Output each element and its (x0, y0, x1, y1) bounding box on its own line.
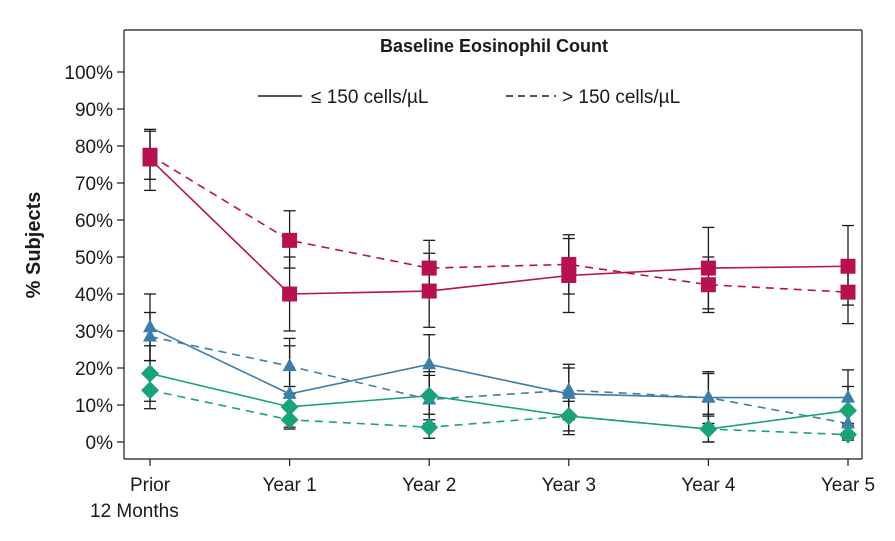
legend-label-le-150: ≤ 150 cells/µL (311, 87, 429, 108)
data-point-square (421, 283, 437, 299)
series-line (149, 389, 849, 436)
x-tick-label: Year 5 (821, 475, 875, 496)
data-point-diamond (559, 407, 578, 426)
series-line (149, 372, 849, 430)
x-tick-label: 12 Months (90, 501, 179, 522)
data-point-diamond (420, 418, 439, 437)
y-tick-label: 70% (75, 174, 113, 195)
data-point-diamond (839, 401, 857, 420)
x-tick-label: Year 1 (262, 475, 316, 496)
x-axis-ticks: Prior 12 Months Year 1 Year 2 Year 3 Year 4 Ye… (90, 459, 875, 522)
y-tick-label: 30% (75, 322, 113, 343)
y-tick-label: 0% (86, 433, 114, 454)
data-point-square (840, 258, 856, 274)
data-point-diamond (839, 425, 857, 444)
data-point-triangle (841, 415, 855, 429)
y-axis-ticks: 0% 10% 20% 30% 40% 50% 60% 70% 80% 90% 100% (64, 63, 124, 454)
y-tick-label: 40% (75, 285, 113, 306)
data-point-square (700, 277, 716, 293)
y-tick-label: 10% (75, 396, 113, 417)
legend-label-gt-150: > 150 cells/µL (562, 87, 680, 108)
y-tick-label: 80% (75, 137, 113, 158)
x-tick-label: Prior (130, 475, 171, 496)
series-line (149, 335, 849, 425)
data-point-diamond (141, 381, 159, 400)
data-point-triangle (143, 328, 157, 342)
series-line (149, 154, 849, 293)
data-point-diamond (420, 386, 439, 405)
data-point-diamond (280, 397, 299, 416)
chart-title: Baseline Eosinophil Count (380, 36, 608, 56)
y-tick-label: 20% (75, 359, 113, 380)
x-tick-label: Year 3 (542, 475, 596, 496)
series-markers (141, 147, 857, 444)
x-tick-label: Year 4 (681, 475, 736, 496)
data-point-triangle (422, 356, 437, 370)
axes (123, 29, 863, 460)
data-point-diamond (280, 410, 299, 429)
y-axis-label: % Subjects (23, 192, 45, 299)
data-point-triangle (143, 319, 157, 333)
data-point-triangle (701, 389, 716, 403)
x-tick-label: Year 2 (402, 475, 456, 496)
data-point-triangle (282, 358, 297, 372)
legend: Baseline Eosinophil Count ≤ 150 cells/µL… (258, 36, 680, 108)
data-point-triangle (561, 382, 576, 396)
data-point-triangle (282, 385, 297, 399)
data-point-square (561, 256, 577, 272)
y-tick-label: 50% (75, 248, 113, 269)
data-point-square (840, 284, 856, 300)
series-line (149, 158, 849, 295)
data-point-square (282, 232, 298, 248)
data-point-square (700, 260, 716, 276)
data-point-square (421, 260, 437, 276)
data-point-triangle (841, 389, 855, 403)
data-point-diamond (699, 420, 718, 439)
y-tick-label: 100% (64, 63, 113, 84)
series-line (149, 326, 848, 399)
y-tick-label: 90% (75, 100, 113, 121)
data-point-square (282, 286, 298, 302)
data-point-square (142, 147, 158, 163)
series-lines (149, 154, 849, 436)
y-tick-label: 60% (75, 211, 113, 232)
data-point-diamond (141, 364, 159, 383)
